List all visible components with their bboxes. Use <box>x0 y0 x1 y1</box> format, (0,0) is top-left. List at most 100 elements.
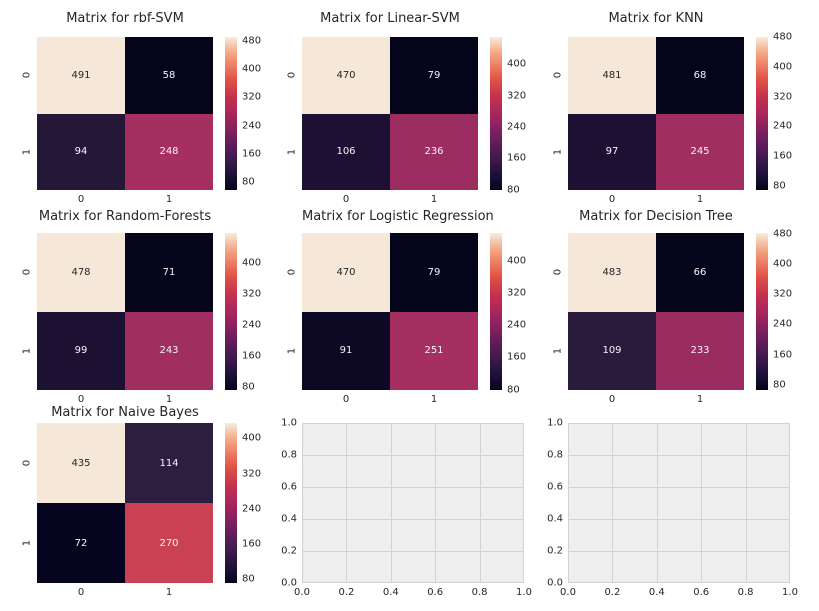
colorbar-matrix-for-linear-svm <box>490 37 502 190</box>
y-tick-label: 0 <box>552 269 564 276</box>
y-tick-label: 0 <box>552 72 564 79</box>
heatmap-cell-1-1: 243 <box>125 311 213 390</box>
colorbar-tick-label: 80 <box>507 384 520 396</box>
heatmap-matrix-for-decision-tree: 483 66 109 233 <box>568 233 744 390</box>
y-tick-label: 1 <box>286 347 298 354</box>
x-tick-label: 0 <box>77 587 85 598</box>
colorbar-tick-label: 160 <box>773 150 793 162</box>
heatmap-cell-0-1: 114 <box>125 423 213 503</box>
y-tick-label: 1 <box>21 539 33 547</box>
subplot-title-matrix-for-decision-tree: Matrix for Decision Tree <box>579 209 733 224</box>
colorbar-tick-label: 400 <box>242 432 262 444</box>
cell-value: 245 <box>690 146 710 158</box>
y-tick-label: 1.0 <box>281 417 297 429</box>
x-tick-label: 1 <box>165 194 173 205</box>
y-tick-label: 1 <box>21 347 33 354</box>
heatmap-cell-0-0: 435 <box>37 423 125 503</box>
y-tick-label: 0.8 <box>547 449 563 461</box>
cell-value: 94 <box>74 146 88 158</box>
colorbar-tick-label: 320 <box>507 90 527 102</box>
heatmap-cell-0-0: 478 <box>37 233 125 312</box>
heatmap-cell-0-1: 58 <box>125 37 213 114</box>
heatmap-cell-0-1: 66 <box>656 233 744 312</box>
y-tick-label: 1 <box>286 148 298 155</box>
gridline <box>701 423 703 583</box>
cell-value: 483 <box>602 266 622 278</box>
colorbar-tick-label: 400 <box>773 61 793 73</box>
colorbar-matrix-for-decision-tree <box>756 233 768 390</box>
colorbar-tick-label: 80 <box>507 184 520 196</box>
heatmap-cell-0-0: 470 <box>302 37 390 114</box>
y-tick-label: 0.0 <box>281 577 297 589</box>
gridline <box>302 582 524 583</box>
colorbar-matrix-for-rbf-svm <box>225 37 237 190</box>
heatmap-cell-1-0: 72 <box>37 503 125 583</box>
gridline <box>568 519 790 520</box>
subplot-title-matrix-for-rbf-svm: Matrix for rbf-SVM <box>66 11 184 26</box>
x-tick-label: 1.0 <box>516 587 532 598</box>
colorbar-tick-label: 320 <box>773 91 793 103</box>
heatmap-cell-1-0: 94 <box>37 113 125 190</box>
cell-value: 106 <box>336 146 356 158</box>
cell-value: 491 <box>71 69 91 81</box>
x-tick-label: 1 <box>696 394 704 405</box>
gridline <box>612 423 614 583</box>
colorbar-tick-label: 240 <box>242 120 262 132</box>
gridline <box>789 423 790 583</box>
subplot-title-matrix-for-knn: Matrix for KNN <box>608 11 704 26</box>
x-tick-label: 1 <box>165 587 173 598</box>
x-tick-label: 0 <box>608 394 616 405</box>
cell-value: 236 <box>424 146 444 158</box>
gridline <box>656 423 658 583</box>
colorbar-tick-label: 400 <box>242 63 262 75</box>
subplot-title-matrix-for-linear-svm: Matrix for Linear-SVM <box>320 11 460 26</box>
heatmap-cell-1-1: 245 <box>656 113 744 190</box>
y-tick-label: 0.0 <box>547 577 563 589</box>
cell-value: 248 <box>159 146 179 158</box>
gridline <box>302 551 524 552</box>
x-tick-label: 0.2 <box>604 587 621 598</box>
cell-value: 58 <box>162 69 176 81</box>
y-tick-label: 0.6 <box>281 481 297 493</box>
colorbar-tick-label: 400 <box>507 255 527 267</box>
heatmap-cell-1-1: 270 <box>125 503 213 583</box>
cell-value: 99 <box>74 345 88 357</box>
heatmap-cell-0-1: 79 <box>390 233 478 312</box>
x-tick-label: 1 <box>165 394 173 405</box>
colorbar-tick-label: 160 <box>242 350 262 362</box>
x-tick-label: 0.8 <box>737 587 754 598</box>
gridline <box>568 551 790 552</box>
y-tick-label: 0 <box>21 269 33 276</box>
heatmap-cell-1-0: 109 <box>568 311 656 390</box>
colorbar-tick-label: 80 <box>773 180 786 192</box>
colorbar-tick-label: 160 <box>507 351 527 363</box>
heatmap-cell-0-1: 68 <box>656 37 744 114</box>
cell-value: 68 <box>693 69 707 81</box>
colorbar-tick-label: 80 <box>242 176 255 188</box>
heatmap-matrix-for-rbf-svm: 491 58 94 248 <box>37 37 213 190</box>
colorbar-tick-label: 80 <box>242 381 255 393</box>
colorbar-matrix-for-random-forests <box>225 233 237 390</box>
x-tick-label: 1.0 <box>782 587 798 598</box>
empty-axes-3 <box>568 423 790 583</box>
colorbar-tick-label: 240 <box>507 319 527 331</box>
cell-value: 71 <box>162 266 176 278</box>
y-tick-label: 0 <box>21 72 33 79</box>
colorbar-tick-label: 240 <box>242 503 262 515</box>
colorbar-tick-label: 320 <box>507 287 527 299</box>
heatmap-matrix-for-linear-svm: 470 79 106 236 <box>302 37 478 190</box>
heatmap-cell-0-0: 483 <box>568 233 656 312</box>
subplot-title-matrix-for-random-forests: Matrix for Random-Forests <box>38 209 212 224</box>
x-tick-label: 0.0 <box>294 587 310 598</box>
heatmap-matrix-for-knn: 481 68 97 245 <box>568 37 744 190</box>
cell-value: 243 <box>159 345 179 357</box>
cell-value: 79 <box>427 69 441 81</box>
y-tick-label: 1 <box>552 148 564 155</box>
cell-value: 97 <box>605 146 619 158</box>
colorbar-tick-label: 400 <box>242 257 262 269</box>
cell-value: 470 <box>336 69 356 81</box>
colorbar-tick-label: 240 <box>773 120 793 132</box>
colorbar-tick-label: 400 <box>507 58 527 70</box>
colorbar-tick-label: 480 <box>773 31 793 43</box>
